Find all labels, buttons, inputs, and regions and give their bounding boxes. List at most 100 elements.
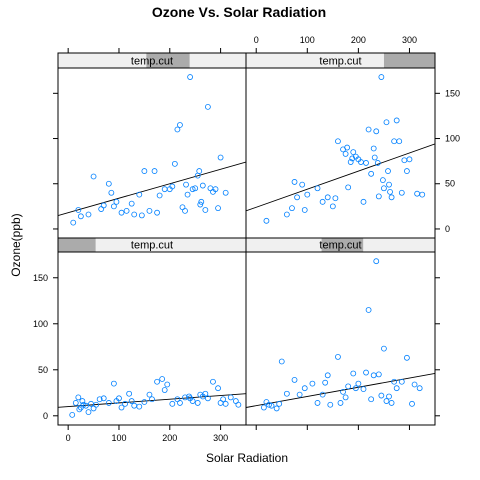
- data-point: [396, 138, 403, 145]
- x-axis-title: Solar Radiation: [206, 451, 288, 465]
- data-point: [110, 203, 117, 210]
- panel-top-right: temp.cut: [245, 52, 436, 239]
- data-point: [273, 405, 280, 412]
- data-point: [345, 383, 352, 390]
- data-point: [319, 391, 326, 398]
- data-point: [164, 381, 171, 388]
- data-point: [110, 380, 117, 387]
- data-point: [378, 74, 385, 80]
- panels-layer: temp.cut temp.cut temp.cut temp.cut 0 0 100 100…: [33, 35, 460, 443]
- data-point: [278, 358, 285, 365]
- data-point: [291, 377, 298, 383]
- data-point: [373, 258, 380, 265]
- data-point: [69, 411, 76, 418]
- data-point: [393, 385, 400, 392]
- data-point: [146, 391, 153, 398]
- panel-border: [57, 251, 247, 426]
- x-tick-label-top: 200: [351, 35, 366, 45]
- data-point: [375, 371, 382, 378]
- data-point: [378, 392, 385, 399]
- data-point: [212, 186, 219, 193]
- data-point: [398, 378, 405, 385]
- data-point: [342, 151, 349, 157]
- data-point: [90, 173, 97, 180]
- data-point: [116, 395, 122, 402]
- data-point: [131, 402, 138, 409]
- data-point: [335, 138, 341, 145]
- data-point: [222, 189, 229, 196]
- data-point: [276, 400, 283, 407]
- data-point: [327, 401, 334, 408]
- data-point: [381, 185, 387, 192]
- data-point: [113, 198, 120, 205]
- data-point: [179, 204, 186, 211]
- data-point: [374, 160, 381, 166]
- data-point: [70, 219, 77, 226]
- strip-shade-indicator: [321, 238, 364, 252]
- data-point: [100, 202, 107, 209]
- data-point: [76, 406, 83, 413]
- strip-label: temp.cut: [319, 56, 361, 68]
- data-point: [373, 128, 380, 135]
- data-point: [368, 170, 375, 177]
- data-point: [128, 200, 135, 207]
- data-point: [187, 74, 194, 80]
- data-point: [122, 400, 128, 407]
- data-point: [123, 207, 130, 214]
- data-point: [154, 209, 160, 216]
- data-point: [131, 211, 138, 218]
- data-point: [197, 201, 204, 208]
- data-point: [202, 207, 209, 213]
- data-point: [386, 393, 392, 400]
- data-point: [332, 195, 339, 202]
- data-point: [184, 191, 191, 198]
- data-point: [189, 398, 196, 404]
- data-point: [210, 378, 216, 385]
- data-point: [296, 391, 303, 398]
- data-point: [156, 192, 163, 199]
- data-point: [77, 213, 84, 220]
- data-point: [283, 390, 290, 397]
- data-point: [401, 157, 408, 164]
- data-point: [329, 203, 336, 210]
- data-point: [404, 354, 410, 361]
- data-point: [85, 409, 92, 416]
- data-point: [105, 400, 112, 406]
- data-point: [365, 307, 372, 313]
- data-point: [227, 394, 234, 401]
- data-point: [192, 185, 199, 192]
- data-point: [217, 154, 224, 161]
- y-tick-label-right: 150: [445, 88, 460, 98]
- data-point: [161, 387, 168, 393]
- data-point: [204, 395, 211, 402]
- data-point: [409, 400, 415, 407]
- data-point: [350, 149, 357, 155]
- data-point: [314, 185, 321, 192]
- data-point: [387, 188, 393, 195]
- data-point: [360, 386, 367, 393]
- data-point: [177, 122, 183, 128]
- data-point: [80, 401, 87, 408]
- data-point: [196, 168, 203, 174]
- data-point: [345, 184, 352, 191]
- data-point: [207, 185, 214, 192]
- data-point: [90, 405, 97, 412]
- data-point: [204, 103, 211, 110]
- chart-title: Ozone Vs. Solar Radiation: [152, 4, 326, 20]
- data-point: [375, 193, 382, 200]
- data-point: [404, 168, 410, 174]
- strip-shade-indicator: [383, 53, 435, 68]
- x-tick-label: 100: [111, 433, 126, 443]
- data-point: [370, 372, 377, 379]
- regression-line: [246, 143, 435, 212]
- data-point: [299, 181, 306, 188]
- data-point: [98, 206, 105, 212]
- data-point: [75, 207, 82, 213]
- data-point: [177, 400, 183, 406]
- data-point: [419, 191, 426, 198]
- y-tick-label-right: 50: [445, 179, 455, 189]
- data-point: [324, 372, 331, 379]
- data-point: [118, 404, 125, 411]
- y-tick-label: 0: [43, 411, 48, 421]
- data-point: [416, 385, 423, 392]
